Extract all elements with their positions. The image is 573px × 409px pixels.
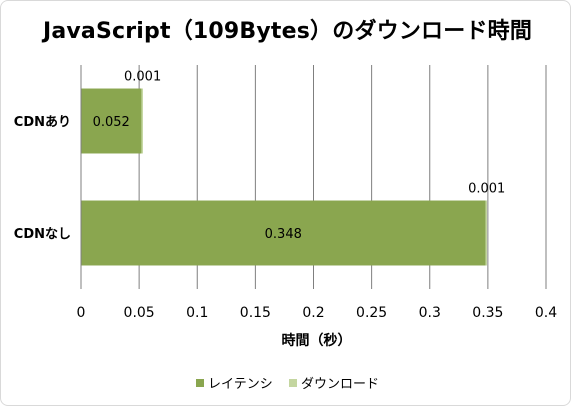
x-axis-title: 時間（秒） (282, 332, 352, 349)
data-label: 0.348 (265, 227, 302, 242)
x-tick-label: 0.35 (472, 305, 503, 321)
bar-segment (81, 88, 142, 154)
data-label: 0.001 (124, 70, 161, 85)
legend-item-latency: レイテンシ (196, 373, 273, 392)
legend: レイテンシ ダウンロード (1, 373, 573, 392)
x-tick-label: 0.15 (240, 305, 271, 321)
category-label: CDNなし (14, 227, 71, 242)
x-tick-label: 0 (77, 305, 86, 321)
bar-segment (141, 88, 143, 154)
x-tick-label: 0.05 (124, 305, 155, 321)
legend-swatch-download (288, 378, 297, 387)
legend-item-download: ダウンロード (288, 373, 379, 392)
category-label: CDNあり (14, 115, 71, 130)
data-labels: 0.052 0.001 0.348 0.001 (93, 70, 506, 242)
bar-segment (485, 200, 488, 266)
bars (81, 88, 488, 266)
x-tick-label: 0.4 (535, 305, 557, 321)
legend-swatch-latency (196, 378, 205, 387)
x-tick-label: 0.3 (419, 305, 441, 321)
x-tick-label: 0.2 (302, 305, 324, 321)
legend-label-download: ダウンロード (300, 377, 379, 392)
data-label: 0.001 (468, 182, 505, 197)
data-label: 0.052 (93, 115, 130, 130)
axes: 0 0.05 0.1 0.15 0.2 0.25 0.3 0.35 0.4 時間（秒） CDNあり C… (14, 65, 557, 349)
legend-label-latency: レイテンシ (208, 377, 273, 392)
chart-title: JavaScript（109Bytes）のダウンロード時間 (42, 19, 533, 44)
x-tick-label: 0.25 (356, 305, 387, 321)
x-tick-label: 0.1 (186, 305, 208, 321)
bar-segment (81, 200, 486, 266)
